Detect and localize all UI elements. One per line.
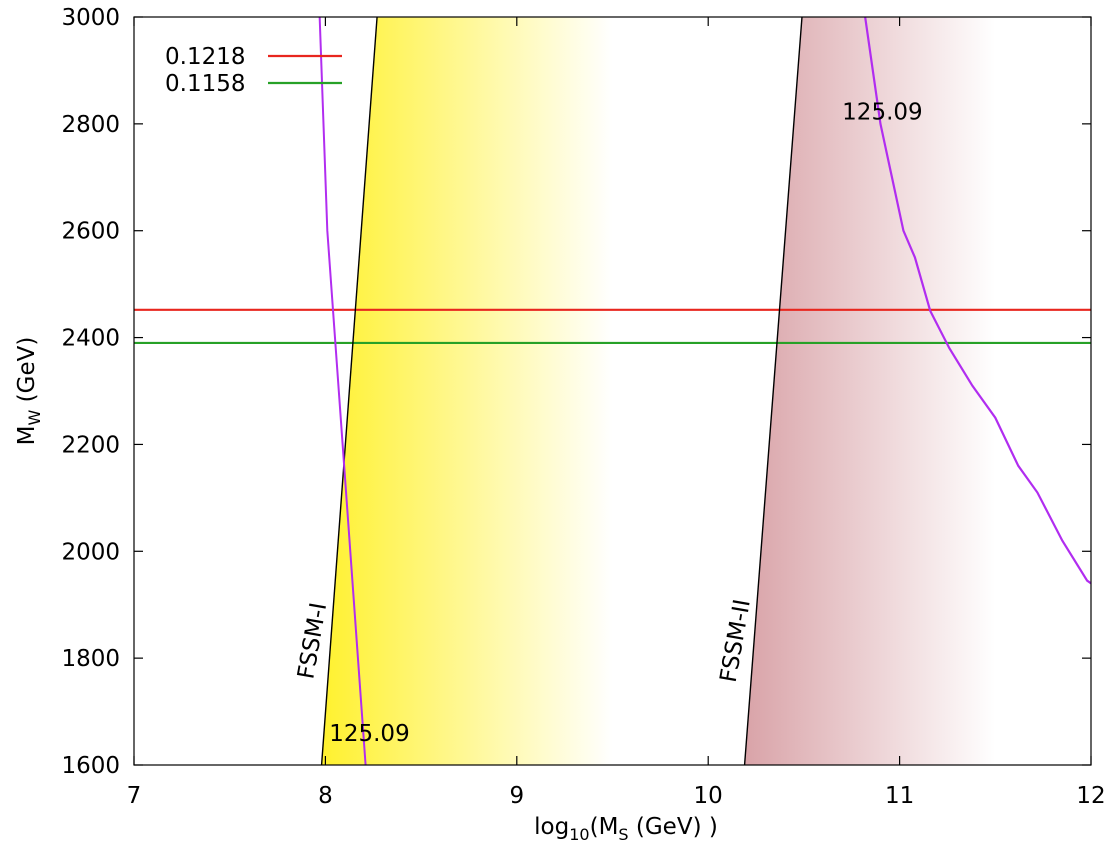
x-tick-label: 12: [1076, 783, 1105, 809]
x-axis-ticks: 7 8 9 10 11 12: [127, 17, 1106, 809]
y-tick-label: 2600: [61, 219, 120, 245]
contour-label: 125.09: [329, 721, 409, 747]
contour-125-09-left: [318, 17, 367, 765]
boundary-label: FSSM-I: [293, 601, 332, 681]
fssm-ii-boundary-line: [743, 17, 803, 765]
x-tick-label: 10: [694, 783, 723, 809]
y-tick-label: 2000: [61, 539, 120, 565]
boundary-label: FSSM-II: [716, 597, 756, 684]
fssm-ii-region: [744, 17, 996, 765]
legend-series-lines: [134, 308, 1091, 345]
y-axis-ticks: 1600 1800 2000 2200 2400 2600 2800 3000: [61, 5, 1091, 779]
y-tick-label: 2400: [61, 326, 120, 352]
plot-frame: [133, 16, 1092, 766]
x-tick-label: 9: [509, 783, 524, 809]
y-tick-label: 2800: [61, 112, 120, 138]
y-tick-label: 1800: [61, 646, 120, 672]
fssm-i-boundary-line: [320, 17, 378, 765]
boundary-lines: [320, 17, 803, 765]
contour-125-09-right: [864, 17, 1091, 585]
y-tick-label: 3000: [61, 5, 120, 31]
contour-label: 125.09: [842, 100, 922, 126]
legend-label-0-1218: 0.1218: [165, 44, 245, 70]
legend: 0.1218 0.1158: [165, 44, 342, 97]
chart-annotations: 125.09 125.09 FSSM-I FSSM-II: [293, 100, 922, 747]
y-tick-label: 2200: [61, 432, 120, 458]
shaded-regions: [321, 17, 996, 765]
x-axis-title: log10(MS (GeV) ): [534, 814, 718, 843]
x-tick-label: 8: [318, 783, 333, 809]
x-tick-label: 7: [127, 783, 142, 809]
y-tick-label: 1600: [61, 753, 120, 779]
fssm-i-region: [321, 17, 613, 765]
y-axis-title: MW (GeV): [14, 337, 44, 446]
x-tick-label: 11: [885, 783, 914, 809]
legend-label-0-1158: 0.1158: [165, 71, 245, 97]
higgs-mass-contours: [318, 17, 1091, 765]
